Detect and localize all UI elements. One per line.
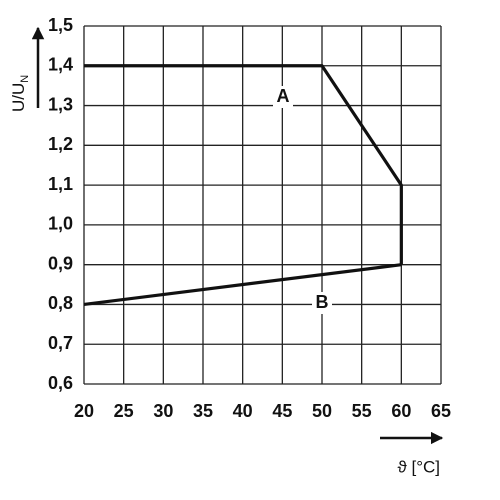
y-tick-label: 1,5 <box>48 15 73 35</box>
y-tick-label: 1,2 <box>48 134 73 154</box>
x-tick-label: 30 <box>153 401 173 421</box>
x-tick-label: 35 <box>193 401 213 421</box>
x-tick-label: 50 <box>312 401 332 421</box>
series-line <box>84 64 403 265</box>
y-tick-label: 1,4 <box>48 55 73 75</box>
x-axis-label: ϑ [°C] <box>397 457 440 476</box>
x-tick-label: 60 <box>391 401 411 421</box>
x-tick-label: 20 <box>74 401 94 421</box>
series-line <box>83 263 402 307</box>
x-tick-label: 45 <box>272 401 292 421</box>
x-tick-label: 65 <box>431 401 451 421</box>
y-tick-label: 0,8 <box>48 293 73 313</box>
y-tick-label: 0,9 <box>48 253 73 273</box>
series-label: A <box>277 86 290 106</box>
series-label: B <box>316 292 329 312</box>
y-axis-label: U/UN <box>9 75 30 112</box>
label-background <box>312 292 332 314</box>
y-tick-label: 1,0 <box>48 214 73 234</box>
y-tick-label: 1,1 <box>48 174 73 194</box>
y-tick-label: 1,3 <box>48 94 73 114</box>
y-tick-label: 0,6 <box>48 373 73 393</box>
x-tick-label: 40 <box>233 401 253 421</box>
x-tick-label: 55 <box>352 401 372 421</box>
y-tick-label: 0,7 <box>48 333 73 353</box>
label-background <box>273 86 293 108</box>
x-tick-label: 25 <box>114 401 134 421</box>
